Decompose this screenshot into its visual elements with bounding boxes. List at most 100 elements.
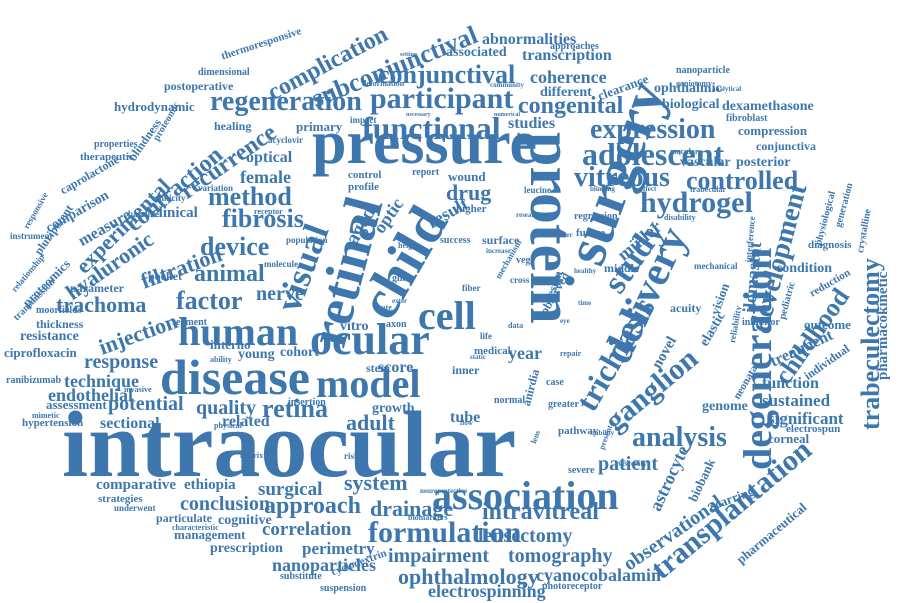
- word-stem: stem: [366, 361, 390, 375]
- word-life: medical: [474, 345, 511, 357]
- word-crystalline: crystalline: [855, 208, 874, 254]
- word-impact: impact: [350, 115, 377, 125]
- word-system: system: [344, 470, 408, 495]
- word-genome: genome: [702, 399, 748, 414]
- word-tube: tube: [450, 409, 481, 426]
- word-repair: time: [578, 299, 592, 307]
- word-technique: technique: [64, 371, 140, 391]
- word-expression: expression: [590, 114, 716, 145]
- word-ability: insertion: [288, 397, 326, 408]
- word-trabecular: trabecular: [690, 185, 726, 194]
- word-pharmacokinetic: pharmacokinetic: [875, 271, 891, 380]
- word-observed: anirdia: [519, 367, 543, 408]
- word-correlation: correlation: [262, 519, 352, 540]
- word-pathway: viscosity: [618, 459, 647, 468]
- word-viscosity: mechanical: [694, 261, 738, 271]
- word-management: management: [174, 527, 246, 542]
- word-suspension: underwent: [114, 503, 156, 513]
- word-future: future: [576, 227, 606, 239]
- word-association: association: [432, 473, 619, 518]
- word-aniridia: greater: [548, 399, 579, 410]
- word-normal: pathway: [558, 425, 599, 437]
- word-pocket: pocket: [148, 269, 182, 283]
- word-macular: macular: [670, 147, 699, 156]
- word-characteristic: strategies: [98, 493, 143, 505]
- word-necessary: deformation: [362, 79, 405, 88]
- word-male: repair: [560, 349, 582, 358]
- word-leucine: leucine: [524, 185, 551, 195]
- word-matrix: case: [546, 377, 564, 388]
- word-regeneration: regeneration: [210, 86, 362, 117]
- word-major: eye: [560, 317, 570, 325]
- word-acuity: acuity: [670, 301, 702, 315]
- word-nerve: nerve: [256, 283, 304, 305]
- word-substitute: characteristic: [172, 523, 219, 532]
- word-young: young: [238, 347, 275, 362]
- word-cognitive: cognitive: [218, 513, 272, 528]
- word-ocular: ocular: [310, 315, 430, 364]
- word-hydrogel: hydrogel: [640, 186, 753, 219]
- word-flow: rate: [378, 303, 392, 312]
- word-thermoresponsive: thermoresponsive: [219, 25, 303, 63]
- word-year: year: [508, 343, 542, 363]
- word-height: research: [516, 211, 542, 219]
- word-compression: compression: [738, 123, 808, 138]
- word-abnormalities: abnormalities: [482, 31, 577, 48]
- word-insertion: matrix: [240, 451, 264, 460]
- word-glia: glia: [392, 273, 408, 284]
- word-conjunctiva: conjunctiva: [756, 139, 816, 153]
- word-stability: lens: [529, 429, 543, 445]
- word-cross: success: [440, 235, 471, 246]
- word-ranibizumab: ranibizumab: [6, 375, 62, 386]
- word-marker: increase: [486, 247, 511, 255]
- word-human: human: [178, 309, 299, 354]
- word-axon: axon: [386, 319, 407, 330]
- word-lens: exter: [392, 297, 408, 305]
- word-pressure: pressure: [312, 109, 538, 177]
- word-transcription: transcription: [522, 47, 612, 64]
- word-electrospun: electrospun: [786, 423, 841, 435]
- word-wound: wound: [448, 169, 486, 184]
- word-surgical: surgical: [258, 479, 323, 500]
- word-ophthalmology: ophthalmology: [398, 564, 539, 589]
- word-fibroblast: fibroblast: [726, 113, 768, 124]
- word-higher: higher: [456, 203, 487, 215]
- word-cell: cell: [418, 293, 476, 338]
- word-conjunctival: conjunctival: [378, 60, 516, 89]
- word-time: inner: [452, 363, 480, 377]
- word-outcome: outcome: [804, 317, 851, 332]
- word-vascular: vascular: [680, 155, 731, 170]
- word-method: method: [208, 182, 292, 211]
- word-corneal: corneal: [768, 431, 810, 446]
- word-exter: data: [508, 321, 524, 330]
- word-interno: interno: [210, 337, 251, 352]
- word-deformation: analytical: [712, 85, 742, 93]
- word-perimetry: perimetry: [302, 539, 375, 558]
- word-goniotomy: goniotomy: [676, 79, 712, 88]
- word-conclusion: conclusion: [180, 493, 271, 515]
- word-dimensional: dimensional: [198, 67, 250, 78]
- word-function: function: [762, 375, 819, 392]
- word-ethiopia: ethiopia: [184, 477, 236, 493]
- word-hypertension: hypertension: [22, 417, 84, 429]
- word-potential: potential: [108, 393, 184, 415]
- word-postoperative: postoperative: [164, 79, 234, 93]
- word-nanoparticles: nanoparticles: [272, 555, 377, 575]
- word-data: cross: [510, 275, 530, 285]
- word-nanoparticle: nanoparticle: [676, 65, 730, 76]
- word-biological: biological: [662, 97, 720, 112]
- word-drainage: drainage: [370, 496, 454, 521]
- word-effect: regression: [574, 211, 618, 222]
- word-design: normal: [494, 395, 526, 406]
- word-patient: patient: [598, 453, 658, 475]
- word-eye: life: [480, 331, 492, 341]
- word-approach: approach: [264, 493, 361, 519]
- word-fiber: surface: [482, 233, 520, 247]
- word-vitreous: vitreous: [574, 162, 670, 193]
- word-endothelial: endothelial: [48, 385, 134, 405]
- word-ophthalmic: ophthalmic: [654, 81, 722, 96]
- word-healthy: marker: [550, 231, 573, 239]
- word-profile: profile: [348, 181, 379, 193]
- word-condition: condition: [776, 261, 833, 276]
- word-growth: growth: [372, 401, 415, 416]
